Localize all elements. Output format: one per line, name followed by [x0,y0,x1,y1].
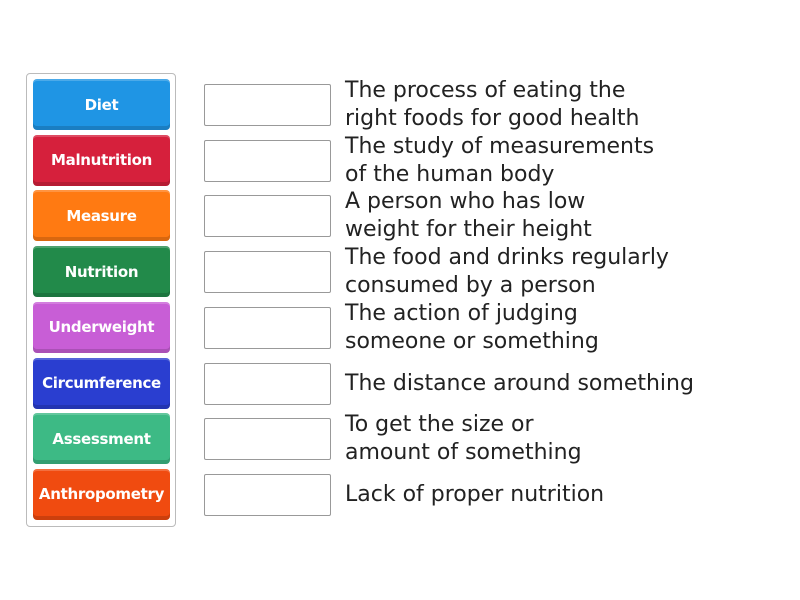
match-row: To get the size or amount of something [204,412,764,465]
definition-line: The food and drinks regularly [345,245,669,271]
tile-circumference[interactable]: Circumference [33,357,170,409]
drop-box[interactable] [204,418,331,461]
drop-box[interactable] [204,362,331,405]
definition-line: The study of measurements [345,133,655,159]
drop-box[interactable] [204,473,331,516]
definition-line: The action of judging [345,300,578,326]
definition-text: The study of measurements of the human bo… [345,133,654,189]
definition-line: The distance around something [345,370,694,396]
drop-box[interactable] [204,84,331,126]
tile-underweight[interactable]: Underweight [33,301,170,353]
definition-text: To get the size or amount of something [345,411,582,467]
definition-line: weight for their height [345,217,592,243]
tile-malnutrition[interactable]: Malnutrition [33,134,170,186]
definition-text: The distance around something [345,370,694,398]
definition-line: of the human body [345,161,555,187]
match-row: The process of eating the right foods for… [204,78,764,131]
tile-nutrition[interactable]: Nutrition [33,246,170,298]
definition-line: right foods for good health [345,106,640,131]
drop-box[interactable] [204,195,331,238]
definition-line: The process of eating the [345,78,626,103]
definition-text: The food and drinks regularly consumed by… [345,244,669,300]
word-bank-panel: Diet Malnutrition Measure Nutrition Underwei… [26,73,176,527]
tile-assessment[interactable]: Assessment [33,413,170,465]
definition-text: The action of judging someone or somethin… [345,300,599,356]
definition-text: Lack of proper nutrition [345,481,604,509]
definition-line: consumed by a person [345,273,596,299]
tile-anthropometry[interactable]: Anthropometry [33,468,170,520]
match-row: A person who has low weight for their hei… [204,189,764,242]
definition-text: A person who has low weight for their hei… [345,188,592,244]
match-row: The study of measurements of the human bo… [204,134,764,187]
definition-line: Lack of proper nutrition [345,481,605,507]
definition-line: To get the size or [345,412,534,438]
definition-line: amount of something [345,440,582,466]
definition-line: A person who has low [345,189,586,215]
match-row: The distance around something [204,362,764,405]
drop-box[interactable] [204,139,331,182]
drop-box[interactable] [204,306,331,349]
match-row: Lack of proper nutrition [204,473,764,516]
match-row: The action of judging someone or somethin… [204,301,764,354]
definition-line: someone or something [345,328,599,354]
definition-text: The process of eating the right foods for… [345,77,640,133]
match-row: The food and drinks regularly consumed by… [204,245,764,298]
drop-box[interactable] [204,251,331,294]
tile-measure[interactable]: Measure [33,190,170,242]
tile-diet[interactable]: Diet [33,79,170,130]
